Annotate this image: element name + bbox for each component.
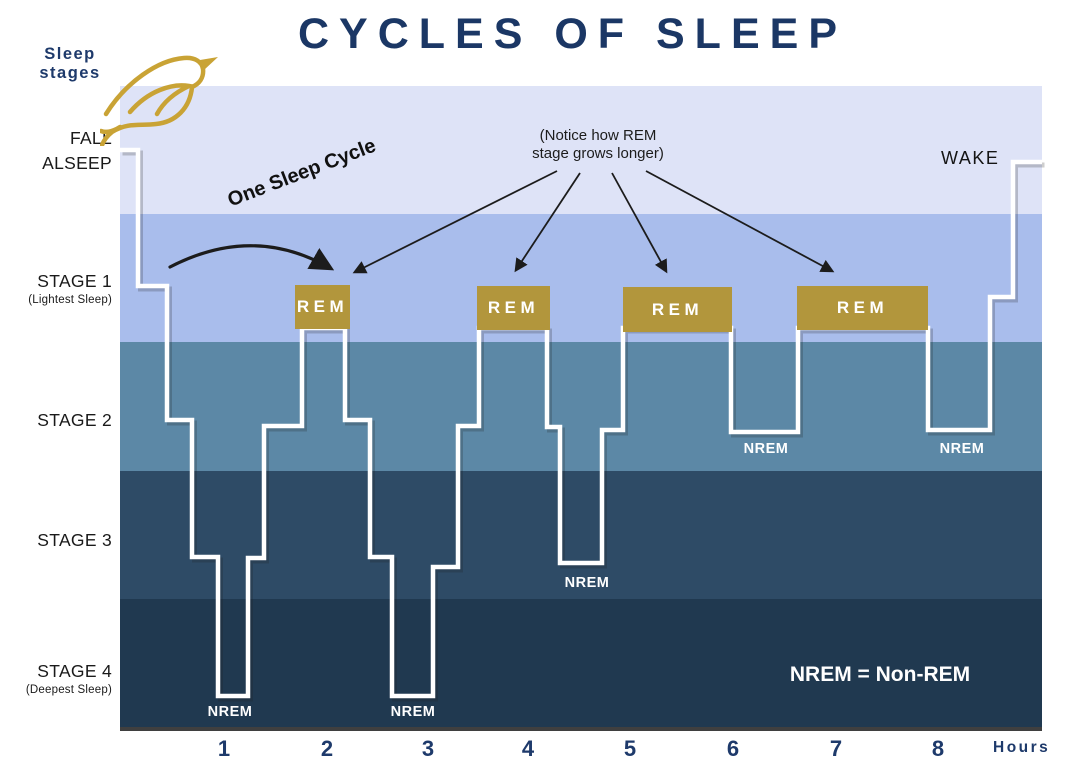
rem-block: REM: [477, 286, 550, 330]
y-axis-title: Sleep stages: [18, 45, 122, 83]
x-axis-title: Hours: [993, 739, 1051, 756]
hour-tick: 6: [726, 736, 740, 761]
rem-block: REM: [797, 286, 928, 330]
hour-tick: 7: [829, 736, 843, 761]
axis-label-stage4-main: STAGE 4: [37, 661, 112, 681]
nrem-label: NREM: [564, 575, 610, 591]
axis-label-stage1: STAGE 1 (Lightest Sleep): [28, 269, 112, 307]
band-stage2: [120, 342, 1042, 471]
rem-note-line2: stage grows longer): [532, 144, 664, 162]
one-sleep-cycle-arc: [168, 244, 335, 271]
axis-label-stage4-sub: (Deepest Sleep): [25, 684, 112, 696]
axis-label-stage1-main: STAGE 1: [37, 271, 112, 291]
x-axis-ticks: 1 2 3 4 5 6 7 8: [0, 736, 1078, 768]
hour-tick: 1: [217, 736, 231, 761]
hour-tick: 3: [421, 736, 435, 761]
band-stage3: [120, 470, 1042, 599]
chart-area: [120, 86, 1042, 731]
band-stage4: [120, 598, 1042, 727]
axis-label-fall-asleep-line2: ALSEEP: [42, 153, 112, 173]
rem-note-line1: (Notice how REM: [539, 127, 657, 144]
bird-icon: [100, 55, 218, 146]
nrem-label: NREM: [207, 704, 253, 720]
sleep-line-shadow: [122, 150, 1045, 702]
axis-label-stage4: STAGE 4 (Deepest Sleep): [26, 659, 112, 697]
rem-arrow: [645, 170, 835, 273]
nrem-legend: NREM = Non-REM: [789, 663, 971, 686]
band-fall-asleep: [120, 86, 1042, 215]
hour-tick: 8: [931, 736, 945, 761]
rem-arrow: [611, 172, 668, 274]
nrem-label: NREM: [939, 441, 985, 457]
rem-block: REM: [295, 285, 350, 329]
rem-arrow: [352, 170, 558, 274]
axis-label-stage1-sub: (Lightest Sleep): [28, 294, 112, 306]
rem-arrows: [352, 170, 835, 274]
axis-label-stage2-main: STAGE 2: [37, 410, 112, 430]
rem-block: REM: [623, 287, 732, 332]
axis-label-stage3-main: STAGE 3: [37, 530, 112, 550]
rem-arrow: [514, 172, 581, 273]
y-axis-title-line1: Sleep: [44, 45, 96, 63]
hour-tick: 5: [623, 736, 637, 761]
sleep-line: [120, 147, 1042, 699]
rem-note: (Notice how REM stage grows longer): [492, 127, 704, 162]
axis-label-stage2: STAGE 2: [37, 408, 112, 433]
hour-tick: 4: [521, 736, 535, 761]
y-axis-title-line2: stages: [39, 64, 101, 82]
hour-tick: 2: [320, 736, 334, 761]
wake-label: WAKE: [941, 148, 1000, 168]
nrem-label: NREM: [390, 704, 436, 720]
axis-label-stage3: STAGE 3: [37, 528, 112, 553]
page-title: CYCLES OF SLEEP: [297, 10, 847, 58]
nrem-label: NREM: [743, 441, 789, 457]
